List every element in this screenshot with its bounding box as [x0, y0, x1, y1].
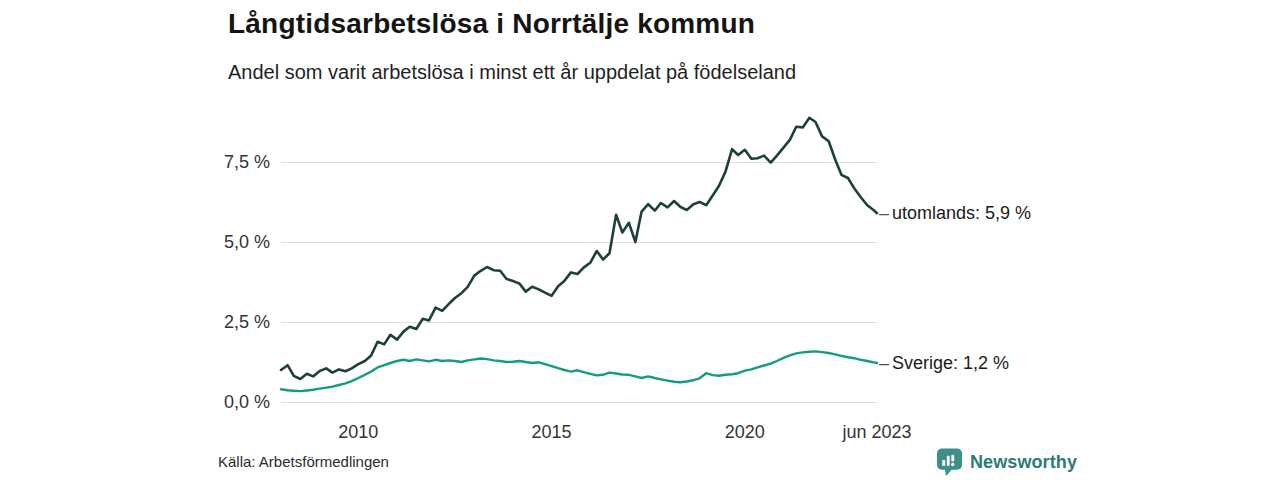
end-label-dash: – — [879, 203, 892, 223]
newsworthy-bar-chart-bubble-icon — [936, 447, 963, 477]
y-axis-tick-label: 7,5 % — [180, 151, 270, 173]
x-axis-tick-label: jun 2023 — [807, 421, 947, 443]
x-axis-tick-label: 2015 — [482, 421, 622, 443]
x-axis-tick-label: 2020 — [675, 421, 815, 443]
y-axis-tick-label: 5,0 % — [180, 231, 270, 253]
utomlands-series-line — [281, 118, 877, 379]
chart-page: Långtidsarbetslösa i Norrtälje kommun An… — [0, 0, 1280, 480]
y-axis-tick-label: 2,5 % — [180, 311, 270, 333]
end-label-text: utomlands: 5,9 % — [892, 203, 1031, 223]
end-label-text: Sverige: 1,2 % — [892, 353, 1009, 373]
y-axis-tick-label: 0,0 % — [180, 391, 270, 413]
x-axis-tick-label: 2010 — [288, 421, 428, 443]
brand-name: Newsworthy — [970, 452, 1077, 473]
source-note: Källa: Arbetsförmedlingen — [218, 453, 389, 470]
newsworthy-logo: Newsworthy — [936, 447, 1077, 477]
end-label-dash: – — [879, 353, 892, 373]
sverige-series-end-label: –Sverige: 1,2 % — [879, 350, 1009, 376]
utomlands-series-end-label: –utomlands: 5,9 % — [879, 200, 1031, 226]
